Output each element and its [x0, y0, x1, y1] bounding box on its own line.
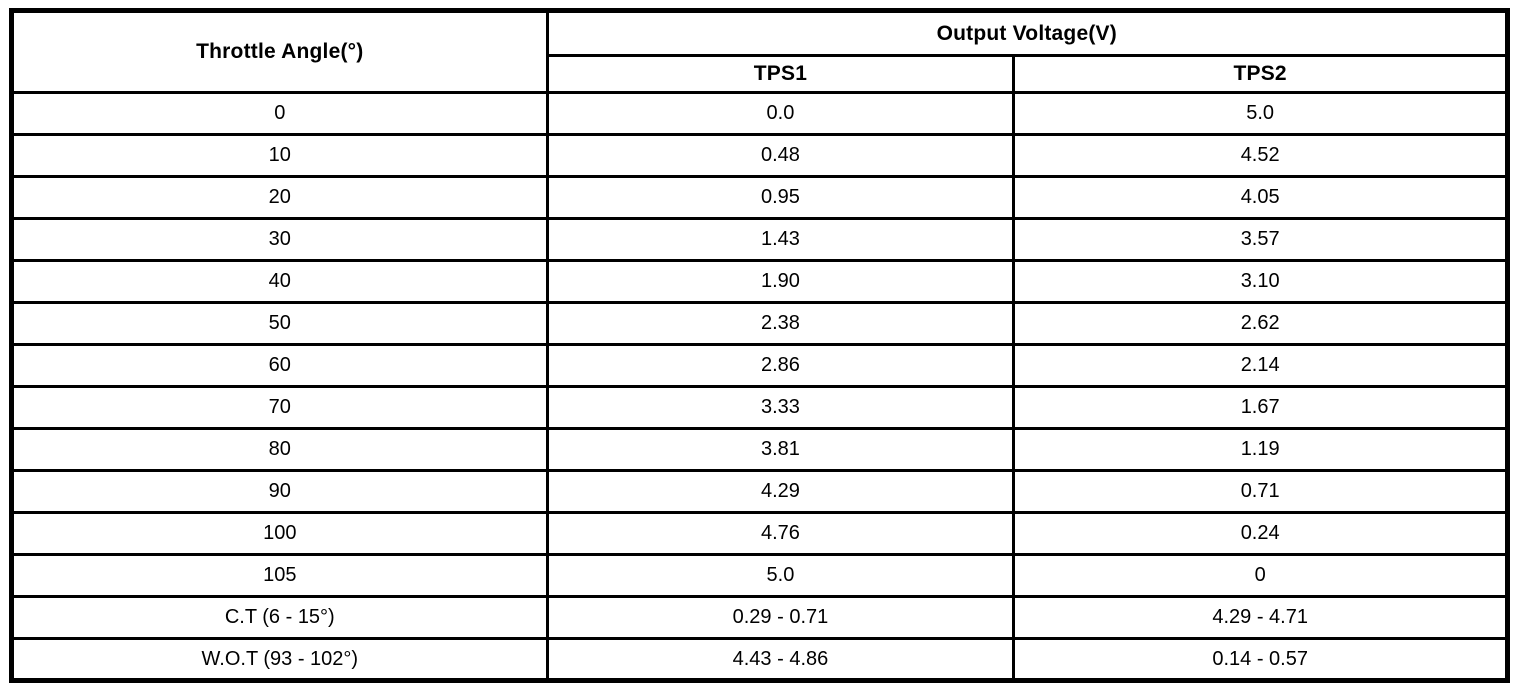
- tps1-cell: 1.43: [545, 217, 1016, 262]
- table-row: W.O.T (93 - 102°) 4.43 - 4.86 0.14 - 0.57: [10, 637, 1509, 682]
- table-row: 20 0.95 4.05: [10, 175, 1509, 220]
- throttle-angle-cell: 60: [10, 343, 549, 388]
- table-row: 10 0.48 4.52: [10, 133, 1509, 178]
- throttle-angle-cell: 105: [10, 553, 549, 598]
- header-group-row: Throttle Angle(°) Output Voltage(V): [10, 9, 1510, 94]
- table-row: C.T (6 - 15°) 0.29 - 0.71 4.29 - 4.71: [10, 595, 1509, 640]
- tps1-cell: 1.90: [545, 259, 1016, 304]
- header-output-voltage: Output Voltage(V): [545, 9, 1510, 57]
- tps2-cell: 5.0: [1012, 91, 1509, 136]
- tps1-cell: 3.81: [545, 427, 1016, 472]
- tps2-cell: 1.19: [1012, 427, 1509, 472]
- header-sub-row: TPS1 TPS2: [12, 54, 1509, 94]
- table-row: 80 3.81 1.19: [10, 427, 1509, 472]
- tps2-cell: 4.05: [1012, 175, 1509, 220]
- table-row: 90 4.29 0.71: [10, 469, 1509, 514]
- throttle-angle-cell: 90: [10, 469, 549, 514]
- table-body: 0 0.0 5.0 10 0.48 4.52 20 0.95 4.05 30 1.43 3.57 40 1…: [10, 91, 1509, 682]
- throttle-angle-cell: 80: [10, 427, 549, 472]
- tps2-cell: 0.14 - 0.57: [1012, 637, 1509, 682]
- tps1-cell: 5.0: [545, 553, 1016, 598]
- tps2-cell: 0.24: [1012, 511, 1509, 556]
- throttle-angle-cell: 70: [10, 385, 549, 430]
- header-tps2: TPS2: [1012, 54, 1509, 94]
- throttle-angle-cell: W.O.T (93 - 102°): [10, 637, 549, 682]
- throttle-angle-cell: 100: [10, 511, 549, 556]
- tps2-cell: 3.57: [1012, 217, 1509, 262]
- header-tps1: TPS1: [545, 54, 1016, 94]
- table-row: 70 3.33 1.67: [10, 385, 1509, 430]
- tps1-cell: 0.29 - 0.71: [545, 595, 1016, 640]
- table-row: 30 1.43 3.57: [10, 217, 1509, 262]
- tps2-cell: 3.10: [1012, 259, 1509, 304]
- throttle-angle-cell: C.T (6 - 15°): [10, 595, 549, 640]
- tps2-cell: 0: [1012, 553, 1509, 598]
- tps1-cell: 3.33: [545, 385, 1016, 430]
- tps2-cell: 2.62: [1012, 301, 1509, 346]
- throttle-angle-cell: 30: [10, 217, 549, 262]
- throttle-angle-cell: 40: [10, 259, 549, 304]
- tps2-cell: 2.14: [1012, 343, 1509, 388]
- header-throttle-angle: Throttle Angle(°): [10, 9, 549, 94]
- tps2-cell: 4.52: [1012, 133, 1509, 178]
- tps1-cell: 0.95: [545, 175, 1016, 220]
- throttle-angle-cell: 10: [10, 133, 549, 178]
- throttle-angle-cell: 0: [10, 91, 549, 136]
- tps2-cell: 0.71: [1012, 469, 1509, 514]
- tps1-cell: 4.43 - 4.86: [545, 637, 1016, 682]
- table-row: 105 5.0 0: [10, 553, 1509, 598]
- table-row: 50 2.38 2.62: [10, 301, 1509, 346]
- table-row: 40 1.90 3.10: [10, 259, 1509, 304]
- tps1-cell: 0.0: [545, 91, 1016, 136]
- tps2-cell: 4.29 - 4.71: [1012, 595, 1509, 640]
- tps1-cell: 0.48: [545, 133, 1016, 178]
- table-row: 60 2.86 2.14: [10, 343, 1509, 388]
- table-row: 0 0.0 5.0: [10, 91, 1509, 136]
- throttle-angle-cell: 20: [10, 175, 549, 220]
- tps1-cell: 4.29: [545, 469, 1016, 514]
- tps1-cell: 4.76: [545, 511, 1016, 556]
- tps-voltage-table: Throttle Angle(°) Output Voltage(V) TPS1…: [9, 8, 1510, 683]
- tps1-cell: 2.38: [545, 301, 1016, 346]
- throttle-angle-cell: 50: [10, 301, 549, 346]
- tps2-cell: 1.67: [1012, 385, 1509, 430]
- table-header: Throttle Angle(°) Output Voltage(V) TPS1…: [10, 9, 1510, 94]
- table-row: 100 4.76 0.24: [10, 511, 1509, 556]
- tps1-cell: 2.86: [545, 343, 1016, 388]
